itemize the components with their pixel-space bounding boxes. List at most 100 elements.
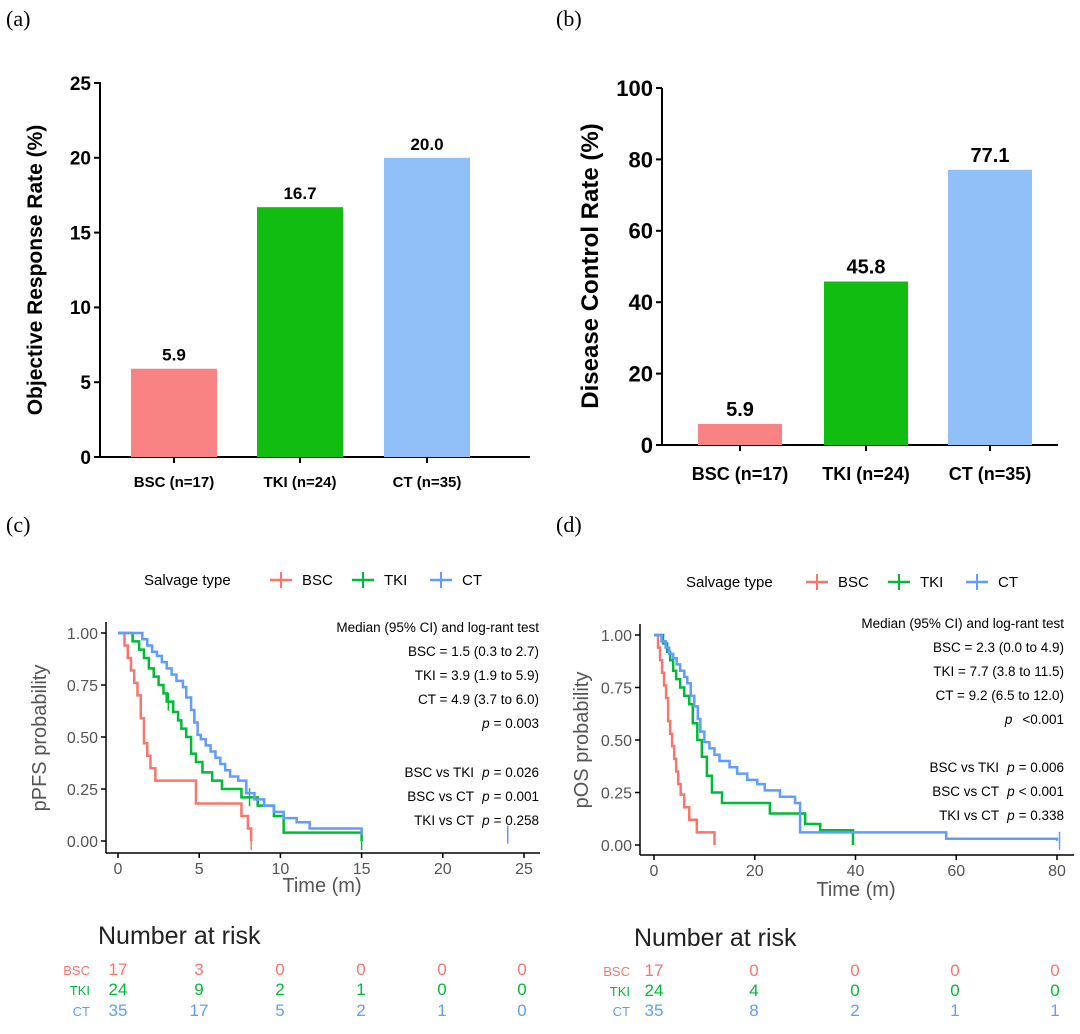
d-risk-cell-ct-1: 8 [749,1001,758,1020]
b-bar-0 [698,423,782,445]
c-risk-group-bsc: BSC [63,963,90,978]
orr-ylabel: Objective Response Rate (%) [24,125,47,416]
os-annot-ct: CT = 9.2 (6.5 to 12.0) [936,688,1064,703]
pfs-annot-bsc: BSC = 1.5 (0.3 to 2.7) [408,644,539,659]
pfs-annot-p-symbol: p [481,716,490,731]
c-xtick-label-2: 10 [272,861,290,878]
os-annot-bsc-tki-value: = 0.006 [1019,760,1064,775]
dcr-bar-chart: Disease Control Rate (%) 0 20 40 60 80 100 5.… [577,76,1058,484]
os-legend: Salvage type BSC TKI CT [686,574,1018,591]
pfs-annot-bsc-ct-p: p [481,789,490,804]
d-risk-cell-ct-3: 1 [950,1001,959,1020]
pfs-annot-tki-ct-label: TKI vs CT [414,813,474,828]
os-annot-tki-ct-label: TKI vs CT [939,808,999,823]
b-value-label-2: 77.1 [971,145,1010,167]
c-curve-tki [118,631,363,841]
a-value-label-1: 16.7 [283,184,316,203]
b-bar-2 [948,169,1032,446]
c-risk-cell-tki-0: 24 [109,980,128,999]
c-risk-cell-tki-2: 2 [275,980,284,999]
d-risk-cell-bsc-2: 0 [850,961,859,980]
d-risk-cell-bsc-1: 0 [749,961,758,980]
os-km-chart: Salvage type BSC TKI CT pOS probability … [571,574,1074,1020]
a-bar-1 [257,207,343,457]
orr-bar-chart: Objective Response Rate (%) 0 5 10 15 20 25 5… [24,74,530,491]
a-ytick-label-3: 15 [70,223,92,244]
a-ytick-label-4: 20 [70,149,91,170]
panel-label-d: (d) [556,512,582,537]
a-ytick-label-2: 10 [70,298,91,319]
pfs-annot-bsc-ct-value: = 0.001 [494,789,539,804]
c-ytick-label-2: 0.50 [67,730,98,747]
os-annotations: Median (95% CI) and log-rant test BSC = … [861,616,1064,823]
d-risk-cell-tki-2: 0 [850,981,859,1000]
c-risk-cell-ct-3: 2 [356,1001,365,1020]
os-legend-tki: TKI [920,574,943,591]
c-risk-cell-ct-4: 1 [437,1001,446,1020]
c-xtick-label-1: 5 [195,861,204,878]
os-annot-tki-ct-p: p [1006,808,1015,823]
pfs-xlabel: Time (m) [282,875,361,897]
pfs-annot-p-value: = 0.003 [494,716,539,731]
pfs-annot-bsc-tki-p: p [481,765,490,780]
b-bar-1 [824,281,908,445]
d-risk-cell-bsc-4: 0 [1050,961,1059,980]
a-ytick-label-1: 5 [80,373,91,394]
d-risk-cell-tki-1: 4 [749,981,758,1000]
os-annot-tki-ct: TKI vs CT p = 0.338 [939,808,1064,823]
pfs-legend-ct: CT [462,572,482,589]
d-xtick-label-3: 60 [947,863,965,880]
d-ytick-label-3: 0.75 [601,681,632,698]
b-value-label-1: 45.8 [847,256,886,278]
pfs-annot-bsc-ct-label: BSC vs CT [407,789,474,804]
a-value-label-2: 20.0 [410,135,443,154]
pfs-annot-tki: TKI = 3.9 (1.9 to 5.9) [415,668,539,683]
os-annot-p: p <0.001 [1004,712,1064,727]
b-ytick-label-0: 0 [641,433,653,458]
c-risk-cell-tki-5: 0 [517,980,526,999]
c-risk-cell-tki-1: 9 [194,980,203,999]
d-ytick-label-0: 0.00 [601,838,632,855]
b-ytick-label-2: 40 [629,290,653,315]
b-ytick-label-1: 20 [629,362,653,387]
pfs-annot-bsc-tki-label: BSC vs TKI [405,765,475,780]
c-risk-cell-bsc-2: 0 [275,960,284,979]
c-risk-cell-bsc-4: 0 [437,960,446,979]
pfs-legend-tki: TKI [384,572,407,589]
os-annot-bsc-ct-p: p [1006,784,1015,799]
panel-label-a: (a) [6,6,30,31]
c-risk-group-tki: TKI [70,983,90,998]
b-value-label-0: 5.9 [726,399,754,421]
c-risk-cell-ct-0: 35 [109,1001,128,1020]
pfs-annot-p: p = 0.003 [481,716,539,731]
os-annot-bsc: BSC = 2.3 (0.0 to 4.9) [933,640,1064,655]
d-risk-cell-tki-4: 0 [1050,981,1059,1000]
c-ytick-label-1: 0.25 [67,782,98,799]
pfs-annot-tki-ct-value: = 0.258 [494,813,539,828]
d-risk-group-bsc: BSC [603,964,630,979]
b-category-label-0: BSC (n=17) [692,464,789,484]
os-risk-title: Number at risk [634,924,797,952]
a-category-label-1: TKI (n=24) [264,474,337,491]
a-bar-0 [131,368,217,457]
c-ytick-label-0: 0.00 [67,834,98,851]
c-risk-cell-ct-1: 17 [190,1001,209,1020]
os-annot-bsc-tki-label: BSC vs TKI [930,760,1000,775]
d-risk-cell-tki-3: 0 [950,981,959,1000]
c-ytick-label-3: 0.75 [67,678,98,695]
c-xtick-label-5: 25 [515,861,533,878]
c-risk-cell-tki-4: 0 [437,980,446,999]
os-annot-bsc-ct-value: < 0.001 [1019,784,1064,799]
d-ytick-label-2: 0.50 [601,733,632,750]
c-risk-group-ct: CT [73,1004,90,1019]
a-ytick-label-0: 0 [80,448,91,469]
d-xtick-label-4: 80 [1048,863,1066,880]
os-annot-p-symbol: p [1004,712,1013,727]
d-curve-bsc [654,633,716,845]
d-ytick-label-4: 1.00 [601,628,632,645]
a-ytick-label-5: 25 [70,74,92,95]
c-risk-cell-bsc-0: 17 [109,960,128,979]
pfs-legend-title: Salvage type [144,572,231,589]
pfs-annot-tki-ct-p: p [481,813,490,828]
